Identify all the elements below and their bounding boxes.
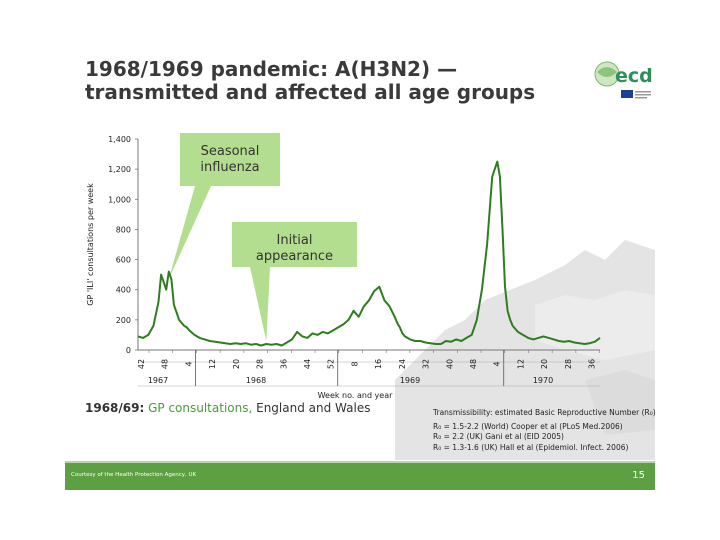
x-tick-label: 4 [184, 361, 193, 366]
transmissibility-line: R₀ = 1.3-1.6 (UK) Hall et al (Epidemiol.… [433, 442, 629, 452]
year-label: 1969 [400, 376, 420, 385]
callout-box [232, 222, 357, 267]
callout-line-1: Seasonal [201, 144, 260, 159]
x-tick-label: 44 [303, 359, 312, 369]
x-tick-label: 32 [422, 359, 431, 369]
caption-part-3: England and Wales [252, 401, 371, 415]
callout-pointer [168, 186, 211, 280]
callout-box [180, 133, 280, 186]
footer-divider [65, 461, 655, 463]
x-tick-label: 28 [564, 359, 573, 369]
x-tick-label: 20 [232, 359, 241, 369]
x-tick-label: 8 [350, 361, 359, 366]
ecdc-logo: ecdc [594, 61, 653, 99]
year-label: 1967 [148, 376, 168, 385]
y-tick-label: 1,400 [108, 135, 131, 144]
transmissibility-block: Transmissibility: estimated Basic Reprod… [433, 408, 656, 453]
callout-line-1: Initial [277, 233, 313, 248]
y-tick-label: 1,200 [108, 165, 131, 174]
transmissibility-line: R₀ = 2.2 (UK) Gani et al (EID 2005) [433, 432, 564, 441]
title-line-2: transmitted and affected all age groups [85, 80, 536, 104]
x-tick-label: 48 [469, 359, 478, 369]
slide: 1968/1969 pandemic: A(H3N2) — transmitte… [65, 50, 656, 490]
y-tick-label: 1,000 [108, 195, 131, 204]
y-tick-label: 800 [116, 225, 131, 234]
caption-part-2: GP consultations, [144, 401, 253, 415]
y-axis-label: GP 'ILI' consultations per week [86, 183, 95, 306]
x-tick-label: 12 [208, 359, 217, 369]
footer-courtesy: Courtesy of the Health Protection Agency… [71, 472, 197, 478]
x-tick-label: 40 [445, 359, 454, 369]
x-tick-label: 52 [327, 359, 336, 369]
footer-bar: Courtesy of the Health Protection Agency… [65, 463, 655, 490]
x-tick-label: 20 [540, 359, 549, 369]
title-line-1: 1968/1969 pandemic: A(H3N2) — [85, 57, 458, 81]
page-number: 15 [632, 470, 645, 481]
y-tick-label: 400 [116, 286, 131, 295]
year-label: 1970 [533, 376, 553, 385]
chart-caption: 1968/69: GP consultations, England and W… [85, 401, 370, 415]
x-tick-label: 24 [398, 359, 407, 369]
year-label: 1968 [246, 376, 266, 385]
y-tick-label: 0 [126, 346, 131, 355]
transmissibility-heading: Transmissibility: estimated Basic Reprod… [433, 408, 656, 417]
x-axis-label: Week no. and year [318, 391, 394, 400]
x-tick-label: 28 [256, 359, 265, 369]
callout-pointer [250, 267, 270, 341]
caption-part-1: 1968/69: [85, 401, 145, 415]
x-tick-label: 4 [493, 361, 502, 366]
y-tick-label: 200 [116, 316, 131, 325]
x-tick-label: 48 [161, 359, 170, 369]
eu-flag-icon [621, 90, 633, 98]
transmissibility-line: R₀ = 1.5-2.2 (World) Cooper et al (PLoS … [433, 421, 623, 431]
x-tick-label: 36 [588, 359, 597, 369]
x-tick-label: 12 [516, 359, 525, 369]
slide-title: 1968/1969 pandemic: A(H3N2) — transmitte… [85, 58, 555, 104]
callout-line-2: influenza [200, 160, 259, 175]
gp-consultations-chart: 0 200 400 600 800 1,000 1,200 1,400 GP 'ILI' con… [86, 133, 601, 400]
x-tick-label: 42 [137, 359, 146, 369]
y-tick-label: 600 [116, 256, 131, 265]
x-tick-label: 16 [374, 359, 383, 369]
logo-text: ecdc [615, 65, 653, 87]
x-tick-label: 36 [279, 359, 288, 369]
callout-line-2: appearance [256, 249, 333, 264]
ili-consultations-series-line [137, 160, 601, 347]
